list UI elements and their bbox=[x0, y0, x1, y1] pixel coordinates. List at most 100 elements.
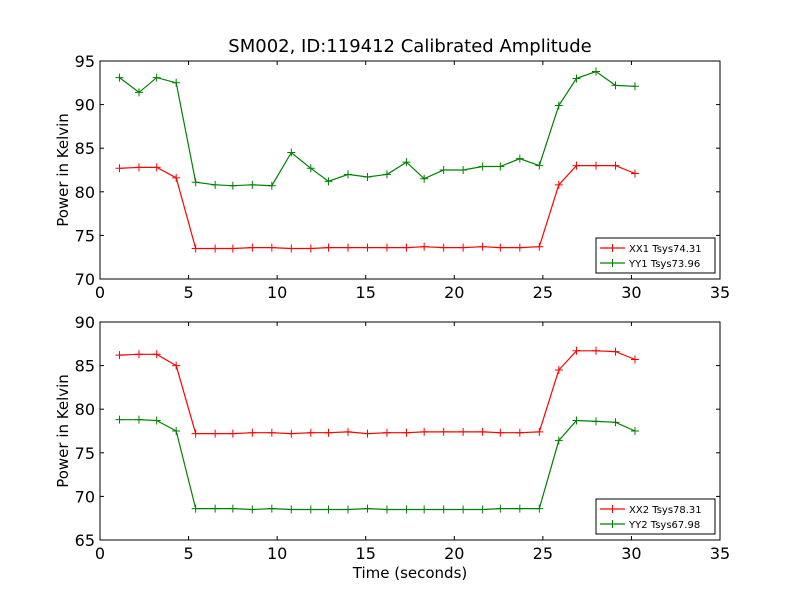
data-point bbox=[459, 243, 468, 252]
series-line bbox=[119, 70, 636, 187]
data-point bbox=[535, 161, 544, 170]
data-point bbox=[572, 346, 581, 355]
x-tick-label: 5 bbox=[183, 544, 193, 563]
data-point bbox=[363, 504, 372, 513]
data-point bbox=[152, 73, 161, 82]
x-tick-label: 0 bbox=[95, 283, 105, 302]
data-point bbox=[478, 505, 487, 514]
data-point bbox=[324, 243, 333, 252]
y-tick-label: 85 bbox=[75, 139, 95, 158]
y-tick-label: 80 bbox=[75, 183, 95, 202]
data-point bbox=[172, 78, 181, 87]
x-tick-label: 30 bbox=[621, 544, 641, 563]
y-tick-label: 65 bbox=[75, 531, 95, 550]
data-point bbox=[191, 244, 200, 253]
y-tick-label: 90 bbox=[75, 96, 95, 115]
y-tick-label: 70 bbox=[75, 270, 95, 289]
series-2 bbox=[115, 67, 639, 190]
y-axis-label: Power in Kelvin bbox=[54, 113, 72, 227]
data-point bbox=[363, 172, 372, 181]
data-point bbox=[439, 243, 448, 252]
x-tick-label: 10 bbox=[267, 544, 287, 563]
y-tick-label: 95 bbox=[75, 52, 95, 71]
data-point bbox=[592, 417, 600, 426]
data-point bbox=[172, 361, 181, 370]
data-point bbox=[152, 163, 161, 172]
data-point bbox=[420, 427, 429, 436]
data-point bbox=[134, 415, 143, 424]
data-point bbox=[515, 243, 524, 252]
plot-frame bbox=[99, 321, 721, 541]
x-tick-label: 0 bbox=[95, 544, 105, 563]
data-point bbox=[592, 346, 600, 355]
data-point bbox=[228, 429, 237, 438]
data-point bbox=[134, 163, 143, 172]
data-point bbox=[592, 161, 600, 170]
data-point bbox=[306, 505, 315, 514]
data-point bbox=[228, 504, 237, 513]
data-point bbox=[402, 243, 411, 252]
x-tick-label: 5 bbox=[183, 283, 193, 302]
data-point bbox=[191, 429, 200, 438]
data-point bbox=[496, 504, 505, 513]
series-line bbox=[119, 350, 636, 435]
data-point bbox=[228, 181, 237, 190]
data-point bbox=[115, 73, 124, 82]
data-point bbox=[211, 504, 220, 513]
x-tick-label: 15 bbox=[356, 283, 376, 302]
y-axis-label: Power in Kelvin bbox=[54, 374, 72, 488]
legend-box bbox=[595, 498, 716, 535]
legend-label: XX2 Tsys78.31 bbox=[629, 505, 702, 516]
chart-title: SM002, ID:119412 Calibrated Amplitude bbox=[228, 36, 591, 57]
data-point bbox=[420, 242, 429, 251]
x-tick-label: 35 bbox=[710, 544, 730, 563]
series-1 bbox=[115, 346, 639, 438]
data-point bbox=[459, 505, 468, 514]
x-tick-label: 25 bbox=[533, 283, 553, 302]
data-point bbox=[611, 81, 620, 90]
data-point bbox=[287, 244, 296, 253]
top-chart: SM002, ID:119412 Calibrated Amplitude Po… bbox=[54, 36, 730, 302]
legend-label: XX1 Tsys74.31 bbox=[629, 244, 702, 255]
data-point bbox=[134, 350, 143, 359]
x-tick-label: 30 bbox=[621, 283, 641, 302]
data-point bbox=[611, 347, 620, 356]
data-point bbox=[496, 162, 505, 171]
data-point bbox=[115, 164, 124, 173]
data-point bbox=[172, 427, 181, 435]
data-point bbox=[344, 243, 352, 252]
data-point bbox=[439, 166, 448, 174]
data-point bbox=[152, 416, 161, 425]
data-point bbox=[115, 351, 124, 360]
data-point bbox=[306, 244, 315, 253]
data-point bbox=[115, 415, 124, 424]
legend-box bbox=[595, 237, 716, 274]
data-point bbox=[554, 180, 563, 189]
data-point bbox=[515, 154, 524, 163]
legend: XX1 Tsys74.31 YY1 Tsys73.96 bbox=[595, 237, 716, 274]
x-tick-label: 35 bbox=[710, 283, 730, 302]
x-tick-label: 20 bbox=[444, 283, 464, 302]
data-point bbox=[211, 429, 220, 438]
data-point bbox=[267, 181, 276, 190]
data-point bbox=[554, 101, 563, 110]
data-point bbox=[306, 428, 315, 437]
data-point bbox=[535, 427, 544, 436]
series-1 bbox=[115, 161, 639, 253]
data-point bbox=[611, 418, 620, 427]
data-point bbox=[402, 428, 411, 437]
legend-marker bbox=[608, 505, 617, 513]
data-point bbox=[363, 243, 372, 252]
data-point bbox=[554, 365, 563, 374]
data-point bbox=[267, 428, 276, 437]
data-point bbox=[287, 429, 296, 438]
data-point bbox=[478, 162, 487, 171]
data-point bbox=[535, 242, 544, 251]
y-tick-label: 90 bbox=[75, 313, 95, 332]
data-point bbox=[267, 243, 276, 252]
legend-marker bbox=[608, 259, 617, 267]
data-point bbox=[496, 428, 505, 437]
y-tick-label: 85 bbox=[75, 357, 95, 376]
data-point bbox=[402, 505, 411, 514]
data-point bbox=[228, 244, 237, 253]
